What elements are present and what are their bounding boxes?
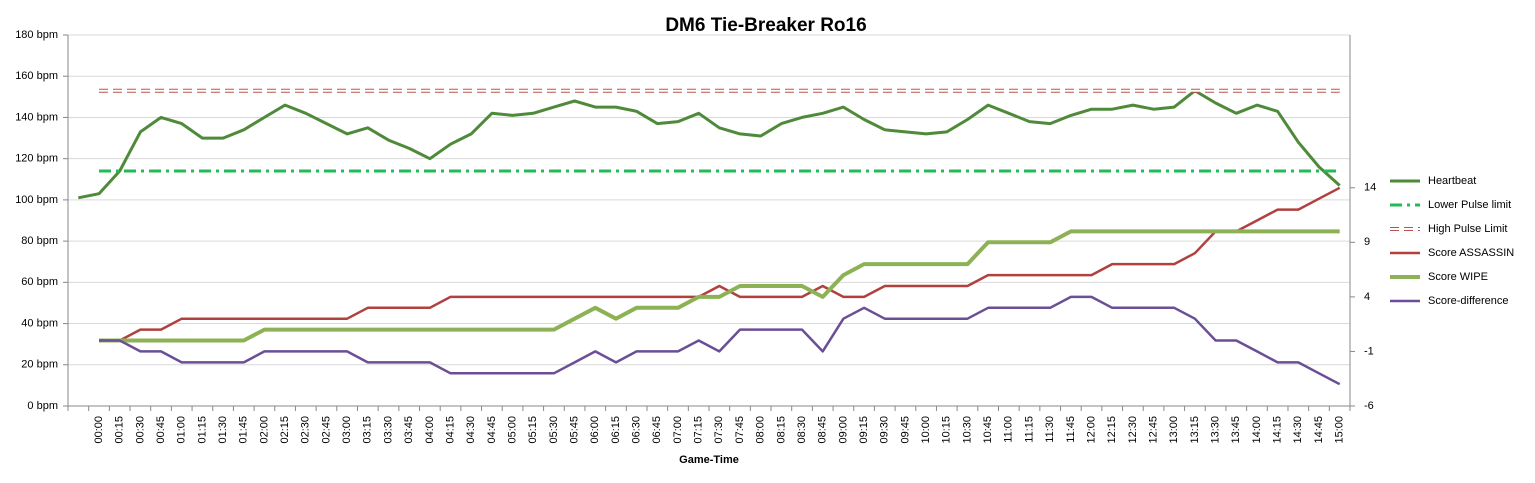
x-tick-label: 13:30 [1210, 416, 1222, 444]
x-tick-label: 00:15 [114, 416, 126, 444]
x-tick-label: 03:30 [382, 416, 394, 444]
series-line [99, 186, 1341, 342]
y2-tick-label: -1 [1364, 345, 1374, 357]
x-tick-label: 10:30 [961, 416, 973, 444]
x-tick-label: 05:15 [527, 416, 539, 444]
x-tick-label: 12:45 [1147, 416, 1159, 444]
y-tick-label: 40 bpm [21, 317, 58, 329]
y2-tick-label: 14 [1364, 182, 1376, 194]
x-tick-label: 12:15 [1106, 416, 1118, 444]
x-tick-label: 06:45 [651, 416, 663, 444]
legend-label: Score ASSASSIN [1428, 247, 1514, 259]
x-tick-label: 07:00 [672, 416, 684, 444]
x-tick-label: 07:45 [734, 416, 746, 444]
legend-label: Heartbeat [1428, 175, 1476, 187]
x-tick-label: 10:15 [941, 416, 953, 444]
y-tick-label: 20 bpm [21, 359, 58, 371]
x-tick-label: 01:00 [176, 416, 188, 444]
x-tick-label: 05:45 [569, 416, 581, 444]
chart-title: DM6 Tie-Breaker Ro16 [665, 15, 866, 36]
legend-label: Score-difference [1428, 295, 1509, 307]
x-tick-label: 04:15 [444, 416, 456, 444]
x-tick-label: 14:15 [1272, 416, 1284, 444]
x-tick-label: 09:30 [879, 416, 891, 444]
y2-tick-label: 9 [1364, 236, 1370, 248]
x-tick-label: 13:45 [1230, 416, 1242, 444]
x-tick-label: 06:15 [610, 416, 622, 444]
y2-tick-label: 4 [1364, 291, 1370, 303]
legend-label: High Pulse Limit [1428, 223, 1507, 235]
x-tick-label: 05:30 [548, 416, 560, 444]
x-tick-label: 08:00 [755, 416, 767, 444]
x-tick-label: 04:00 [424, 416, 436, 444]
x-tick-label: 01:15 [196, 416, 208, 444]
y-tick-label: 180 bpm [15, 29, 58, 41]
x-tick-label: 00:00 [93, 416, 105, 444]
series-line [78, 89, 1341, 200]
x-tick-label: 03:15 [362, 416, 374, 444]
y-tick-label: 140 bpm [15, 111, 58, 123]
x-tick-label: 13:15 [1189, 416, 1201, 444]
y-tick-label: 100 bpm [15, 194, 58, 206]
x-tick-label: 11:45 [1065, 416, 1077, 443]
x-tick-label: 03:00 [341, 416, 353, 444]
x-tick-label: 07:15 [693, 416, 705, 444]
x-tick-label: 15:00 [1334, 416, 1346, 444]
x-tick-label: 03:45 [403, 416, 415, 444]
x-tick-label: 02:30 [300, 416, 312, 444]
legend-label: Score WIPE [1428, 271, 1488, 283]
x-tick-label: 00:30 [134, 416, 146, 444]
x-tick-label: 00:45 [155, 416, 167, 444]
x-tick-label: 11:00 [1003, 416, 1015, 443]
x-axis-title: Game-Time [679, 454, 739, 466]
y-tick-label: 0 bpm [27, 400, 58, 412]
x-tick-label: 04:30 [465, 416, 477, 444]
x-tick-label: 11:30 [1044, 416, 1056, 443]
x-tick-label: 08:30 [796, 416, 808, 444]
x-tick-label: 01:45 [238, 416, 250, 444]
x-tick-label: 12:00 [1085, 416, 1097, 444]
x-tick-label: 06:30 [631, 416, 643, 444]
x-tick-label: 10:45 [982, 416, 994, 444]
x-tick-label: 09:00 [837, 416, 849, 444]
x-tick-label: 08:15 [775, 416, 787, 444]
y-tick-label: 60 bpm [21, 276, 58, 288]
legend-label: Lower Pulse limit [1428, 199, 1511, 211]
x-tick-label: 07:30 [713, 416, 725, 444]
x-tick-label: 14:45 [1313, 416, 1325, 444]
y-tick-label: 80 bpm [21, 235, 58, 247]
series-line [99, 295, 1341, 386]
x-tick-label: 01:30 [217, 416, 229, 444]
x-tick-label: 02:15 [279, 416, 291, 444]
x-tick-label: 09:15 [858, 416, 870, 444]
x-tick-label: 11:15 [1023, 416, 1035, 443]
y-tick-label: 120 bpm [15, 153, 58, 165]
x-tick-label: 02:45 [320, 416, 332, 444]
series-line [99, 229, 1340, 343]
x-tick-label: 02:00 [258, 416, 270, 444]
x-tick-label: 09:45 [899, 416, 911, 444]
y2-tick-label: -6 [1364, 400, 1374, 412]
x-tick-label: 14:30 [1292, 416, 1304, 444]
x-tick-label: 13:00 [1168, 416, 1180, 444]
x-tick-label: 12:30 [1127, 416, 1139, 444]
y-tick-label: 160 bpm [15, 70, 58, 82]
x-tick-label: 05:00 [506, 416, 518, 444]
x-tick-label: 04:45 [486, 416, 498, 444]
x-tick-label: 14:00 [1251, 416, 1263, 444]
x-tick-label: 06:00 [589, 416, 601, 444]
x-tick-label: 10:00 [920, 416, 932, 444]
x-tick-label: 08:45 [817, 416, 829, 444]
